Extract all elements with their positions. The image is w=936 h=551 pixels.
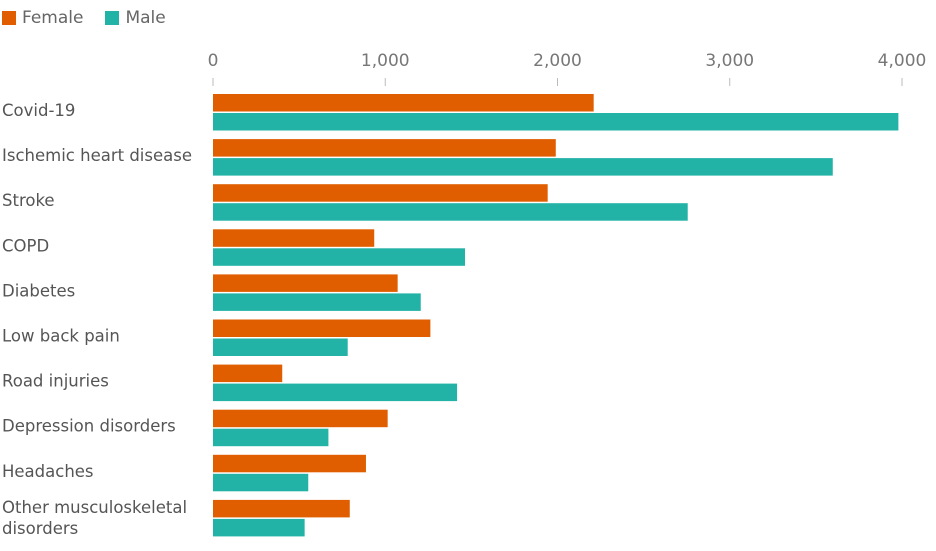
category-label-line: Low back pain [2, 327, 120, 346]
category-labels: Covid-19 Ischemic heart disease Stroke COPD… [2, 101, 192, 538]
legend-label-male: Male [125, 8, 166, 28]
bar-female[interactable] [213, 184, 548, 202]
bar-female[interactable] [213, 229, 375, 247]
category-label-line: disorders [2, 519, 78, 538]
category-label: Road injuries [2, 372, 109, 391]
category-label-line: Other musculoskeletal [2, 498, 187, 517]
category-label: Stroke [2, 191, 55, 210]
x-tick-label: 4,000 [878, 51, 927, 71]
category-label: COPD [2, 236, 49, 255]
category-label: Other musculoskeletal disorders [2, 498, 187, 538]
bar-female[interactable] [213, 409, 388, 428]
bar-male[interactable] [213, 428, 329, 447]
bar-male[interactable] [213, 383, 458, 402]
category-label: Low back pain [2, 327, 120, 346]
category-label: Headaches [2, 462, 94, 481]
bar-female[interactable] [213, 94, 594, 112]
bars [213, 94, 899, 537]
category-label: Covid-19 [2, 101, 75, 120]
bar-male[interactable] [213, 338, 348, 357]
bar-male[interactable] [213, 293, 421, 311]
bar-male[interactable] [213, 113, 899, 131]
category-label-line: Covid-19 [2, 101, 75, 120]
bar-female[interactable] [213, 139, 556, 157]
x-tick-label: 0 [208, 51, 219, 71]
category-label-line: Stroke [2, 191, 55, 210]
x-tick-label: 2,000 [533, 51, 582, 71]
x-tick-label: 3,000 [705, 51, 754, 71]
bar-male[interactable] [213, 473, 309, 492]
legend-label-female: Female [22, 8, 84, 28]
category-label-line: Depression disorders [2, 417, 176, 436]
category-label: Diabetes [2, 281, 75, 300]
category-label-line: Headaches [2, 462, 94, 481]
bar-female[interactable] [213, 319, 431, 338]
category-label: Depression disorders [2, 417, 176, 436]
category-label-line: COPD [2, 236, 49, 255]
category-label-line: Ischemic heart disease [2, 146, 192, 165]
category-label-line: Road injuries [2, 372, 109, 391]
bar-male[interactable] [213, 203, 688, 221]
bar-male[interactable] [213, 248, 466, 266]
bar-male[interactable] [213, 518, 305, 537]
bar-male[interactable] [213, 158, 833, 176]
legend-item-female[interactable]: Female [2, 8, 83, 28]
legend-item-male[interactable]: Male [105, 8, 166, 28]
category-label-line: Diabetes [2, 281, 75, 300]
x-tick-label: 1,000 [361, 51, 410, 71]
bar-female[interactable] [213, 364, 283, 383]
legend-swatch-male [105, 11, 120, 25]
x-axis: 0 1,000 2,000 3,000 4,000 [208, 51, 927, 86]
bar-female[interactable] [213, 454, 366, 473]
bar-female[interactable] [213, 274, 398, 292]
legend: Female Male [2, 8, 188, 28]
bar-female[interactable] [213, 499, 350, 518]
legend-swatch-female [2, 11, 16, 25]
category-label: Ischemic heart disease [2, 146, 192, 165]
